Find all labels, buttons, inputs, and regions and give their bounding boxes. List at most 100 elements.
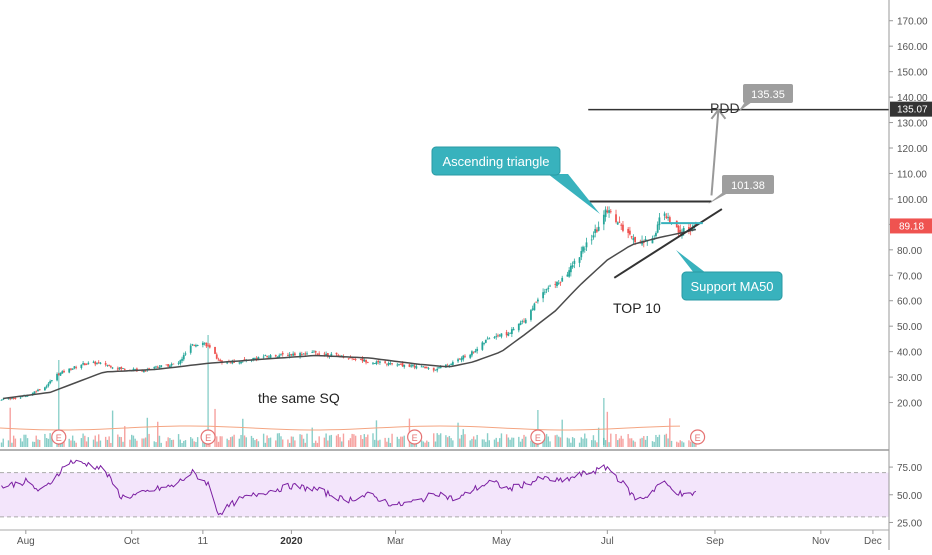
- candle-body: [120, 367, 123, 369]
- candle-body: [302, 353, 305, 355]
- time-tick-label: Dec: [864, 536, 882, 547]
- volume-bar: [96, 441, 98, 447]
- candle-body: [486, 338, 489, 340]
- ascending-callout-tail: [548, 174, 600, 214]
- volume-bar: [214, 408, 216, 447]
- volume-bar: [617, 440, 619, 447]
- candle-body: [396, 364, 399, 366]
- volume-bar: [594, 440, 596, 447]
- candle-body: [420, 366, 423, 368]
- candle-body: [44, 387, 46, 391]
- candle-body: [266, 356, 269, 358]
- volume-bar: [84, 435, 86, 447]
- candle-body: [193, 345, 196, 346]
- target-low-text: 101.38: [731, 180, 765, 192]
- volume-bar: [136, 440, 138, 447]
- volume-bar: [196, 437, 199, 447]
- candle-body: [424, 366, 426, 369]
- candle-body: [632, 238, 635, 241]
- price-tick-label: 140.00: [897, 93, 928, 104]
- price-tick-label: 30.00: [897, 373, 922, 384]
- volume-bar: [87, 437, 90, 447]
- candle-body: [276, 356, 279, 358]
- pdd-label: PDD: [710, 100, 740, 116]
- candle-body: [196, 345, 199, 346]
- volume-bar: [396, 436, 398, 447]
- volume-bar: [325, 433, 327, 447]
- volume-bar: [146, 417, 149, 447]
- volume-bar: [243, 435, 246, 447]
- volume-bar: [472, 436, 475, 447]
- candle-body: [71, 368, 74, 370]
- volume-bar: [37, 439, 39, 447]
- volume-bar: [231, 436, 234, 447]
- earnings-marker: [530, 429, 546, 445]
- candle-body: [142, 370, 145, 373]
- volume-bar: [183, 440, 185, 447]
- volume-bar: [391, 433, 393, 447]
- volume-bar: [257, 441, 260, 447]
- volume-bar: [177, 434, 180, 447]
- volume-bar: [38, 439, 41, 447]
- volume-bar: [424, 442, 426, 447]
- time-tick-label: Nov: [812, 536, 830, 547]
- volume-bar: [278, 433, 280, 447]
- candle-body: [9, 397, 12, 400]
- volume-bar: [387, 437, 390, 447]
- time-tick-label: Mar: [387, 536, 405, 547]
- volume-bar: [228, 440, 230, 447]
- candle-body: [512, 328, 515, 331]
- candle-body: [116, 368, 119, 370]
- candle-body: [340, 355, 343, 357]
- volume-bar: [452, 440, 454, 447]
- candle-body: [290, 354, 293, 355]
- volume-bar: [330, 434, 333, 447]
- candle-body: [596, 229, 598, 232]
- candle-body: [472, 351, 475, 353]
- candle-body: [658, 217, 661, 226]
- candle-body: [448, 364, 451, 366]
- candle-body: [243, 359, 246, 360]
- volume-bar: [287, 439, 289, 447]
- volume-bar: [512, 437, 515, 447]
- volume-bar: [422, 441, 425, 447]
- candle-body: [474, 350, 477, 353]
- volume-bar: [35, 435, 37, 447]
- candle-body: [47, 383, 50, 386]
- volume-bar: [292, 436, 294, 447]
- candle-body: [229, 362, 232, 364]
- candle-body: [365, 359, 367, 363]
- candle-body: [377, 360, 380, 363]
- volume-bar: [644, 439, 647, 447]
- volume-bar: [169, 438, 171, 447]
- volume-bar: [658, 434, 661, 447]
- volume-bar: [99, 440, 102, 447]
- volume-bar: [386, 441, 388, 447]
- volume-bar: [360, 435, 362, 447]
- time-tick-label: May: [492, 536, 511, 547]
- volume-bar: [374, 439, 376, 447]
- volume-bar: [250, 435, 253, 447]
- volume-bar: [12, 435, 15, 447]
- candle-body: [11, 397, 13, 399]
- candle-body: [68, 368, 71, 373]
- candle-body: [615, 214, 617, 223]
- candle-body: [582, 246, 584, 252]
- volume-bar: [643, 436, 645, 447]
- volume-bar: [665, 433, 668, 447]
- candle-body: [267, 356, 270, 358]
- volume-bar: [132, 435, 135, 447]
- candle-body: [412, 365, 414, 366]
- candle-body: [349, 357, 352, 359]
- candle-body: [387, 362, 390, 366]
- volume-bar: [495, 437, 497, 447]
- volume-bar: [302, 438, 305, 447]
- volume-bar: [618, 438, 621, 447]
- candle-body: [257, 357, 260, 360]
- rsi-line: [1, 459, 697, 516]
- candle-body: [255, 357, 258, 359]
- volume-bar: [216, 436, 218, 447]
- volume-bar: [21, 441, 24, 447]
- candle-body: [262, 356, 265, 358]
